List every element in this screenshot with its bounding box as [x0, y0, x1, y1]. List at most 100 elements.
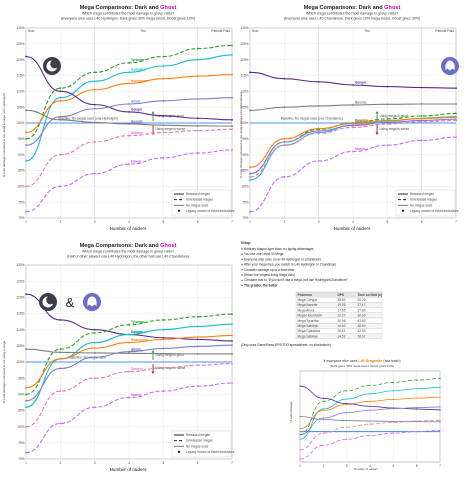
panel-1: Mega Comparisons: Dark and Ghost Which m…: [2, 5, 235, 231]
point-gyarados: [128, 333, 130, 336]
point-tyranitar: [25, 137, 27, 140]
x-tick-label: 1: [25, 461, 27, 465]
point-mawile: [25, 210, 27, 213]
point-banette: [93, 352, 96, 354]
point-tyranitar: [231, 313, 233, 316]
point-houndoom: [128, 341, 130, 344]
series-label-tyranitar: Tyranitar: [131, 320, 145, 324]
point-mawile: [439, 429, 441, 432]
series-label-sableye: Sableye: [131, 131, 143, 135]
point-houndoom: [128, 82, 130, 85]
table-cell: 14.60: [338, 324, 346, 328]
point-sableye: [196, 364, 199, 367]
point-banette: [162, 352, 165, 355]
point-banette: [59, 351, 62, 354]
point-gengar: [93, 103, 96, 106]
table-cell: Mega Houndoom: [298, 314, 323, 318]
point-mawile: [162, 390, 165, 392]
point-houndoom: [455, 116, 457, 119]
point-gengar: [386, 85, 389, 88]
point-houndoom: [420, 117, 423, 120]
point-gyarados: [128, 71, 130, 74]
point-houndoom: [162, 338, 165, 341]
point-absol: [196, 345, 199, 348]
point-mawile: [386, 144, 389, 147]
point-gengar: [162, 336, 165, 339]
x-tick-label: 7: [231, 220, 233, 224]
dark-type-icon-moon: [46, 60, 58, 72]
series-label-sableye: Sableye: [355, 123, 367, 127]
mini-chart: If everyone else uses L40 Dragonite (aka…: [289, 359, 441, 471]
point-banette: [392, 420, 394, 422]
point-houndoom: [231, 334, 233, 337]
legend-label-legacy: Legacy moves or ticket-exclusives: [186, 209, 235, 213]
y-tick-label: 115%: [17, 74, 25, 78]
zone-label: Remote Raid: [435, 29, 454, 33]
good-label: Using mega is good: [156, 353, 184, 357]
point-gyarados: [25, 160, 27, 162]
point-tyranitar: [455, 112, 457, 115]
table-header: Pokemon: [298, 293, 312, 297]
series-label-gyarados: Gyarados: [131, 330, 146, 334]
point-absol: [299, 434, 301, 436]
y-tick-label: 110%: [17, 328, 25, 332]
point-banette: [196, 353, 199, 355]
setup-line: The greater, the better: [244, 283, 278, 287]
point-absol: [93, 107, 96, 110]
point-mawile: [128, 163, 130, 166]
point-mawile: [93, 172, 96, 175]
panel-3: Mega Comparisons: Dark and Ghost Which m…: [2, 243, 235, 472]
y-tick-label: 120%: [16, 58, 24, 62]
good-arrow-head: [151, 350, 155, 353]
legend-swatch-legacy: [401, 209, 405, 212]
series-label-mawile: Mawile: [131, 160, 142, 164]
legend-label-released: Released megas: [410, 192, 434, 196]
x-tick-label: 2: [283, 220, 285, 224]
series-label-gengar: Gengar: [131, 330, 143, 334]
x-tick-label: 6: [197, 220, 199, 224]
point-sableye: [25, 185, 27, 188]
point-absol: [162, 347, 165, 350]
table-cell: Mega Gengar: [298, 298, 318, 302]
legend-swatch-legacy: [177, 450, 181, 453]
point-gyarados: [59, 96, 62, 99]
point-absol: [317, 130, 320, 132]
bullet-icon: [241, 279, 243, 281]
table-header: Time on field (s): [358, 293, 382, 297]
setup-line: Consider damage up to a fixed time: [244, 268, 295, 272]
point-banette: [352, 104, 354, 106]
point-gengar: [231, 340, 233, 342]
point-tyranitar: [196, 47, 199, 50]
legend-label-unreleased: Unreleased megas: [186, 198, 213, 202]
legend-label-no_mega: No megas used: [410, 203, 433, 207]
point-tyranitar: [322, 400, 324, 402]
point-houndoom: [386, 119, 389, 122]
point-absol: [352, 124, 354, 127]
ghost-type-icon-2-shape: [87, 296, 97, 307]
point-gyarados: [25, 406, 27, 409]
y-tick-label: 120%: [240, 58, 248, 62]
setup-line: (When the longest-living mega dies): [244, 273, 295, 277]
point-tyranitar: [420, 115, 423, 117]
setup-heading: Setup:: [241, 241, 251, 245]
point-gengar: [128, 111, 130, 113]
table-cell: Mega Absol: [298, 308, 315, 312]
series-label-banette: Banette: [355, 100, 367, 104]
panel-1-ylabel: % total damage compared to not using a m…: [2, 93, 6, 178]
setup-block: Setup: Arbitrary dragon-type boss, no ty…: [241, 241, 383, 347]
zone-label: Trio: [364, 29, 370, 33]
point-gyarados: [162, 328, 165, 331]
y-tick-label: 90%: [242, 153, 249, 157]
table-cell: 25.20: [358, 298, 366, 302]
point-gengar: [369, 405, 371, 407]
point-banette: [231, 125, 233, 128]
point-sableye: [128, 134, 130, 137]
point-houndoom: [392, 398, 394, 400]
table-cell: Mega Tyranitar: [298, 319, 320, 323]
point-gengar: [352, 84, 354, 86]
good-arrow-head: [151, 111, 155, 114]
point-tyranitar: [392, 381, 394, 383]
point-tyranitar: [416, 379, 418, 381]
panel-1-xlabel: Number of raiders: [110, 226, 147, 231]
